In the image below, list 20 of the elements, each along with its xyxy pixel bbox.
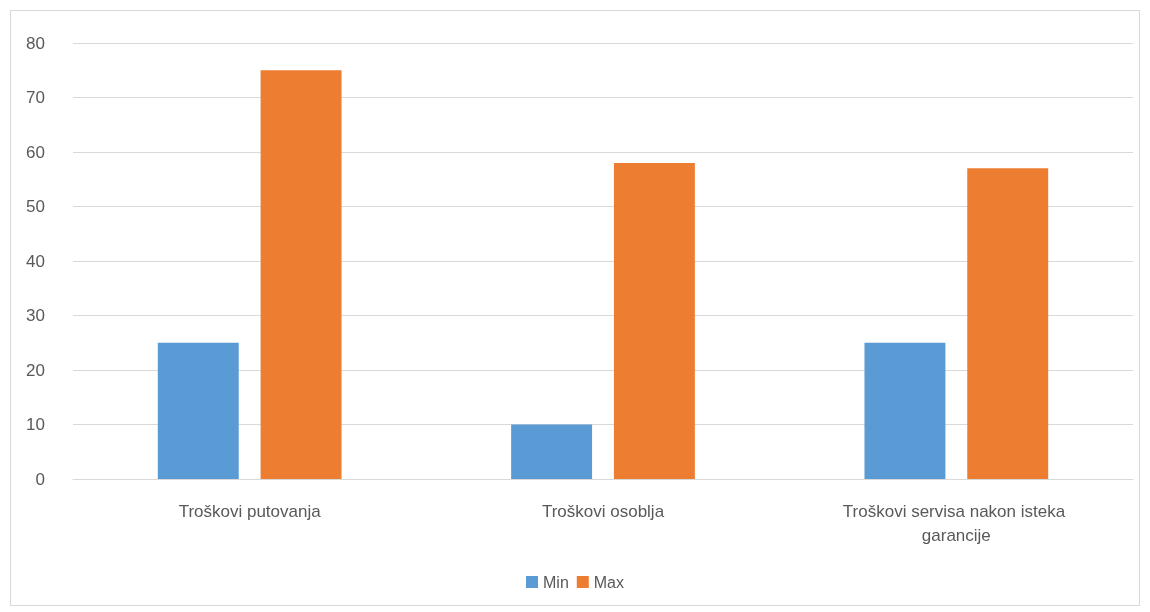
bar xyxy=(157,342,239,479)
y-tick-label: 30 xyxy=(26,306,45,325)
bar xyxy=(613,162,695,479)
y-tick-label: 40 xyxy=(26,251,45,271)
bar xyxy=(864,342,946,479)
bar xyxy=(967,168,1049,479)
y-tick-label: 80 xyxy=(26,33,45,53)
y-tick-label: 60 xyxy=(26,142,45,162)
legend-label: Max xyxy=(593,573,625,591)
bar xyxy=(511,424,593,479)
y-tick-label: 20 xyxy=(26,360,45,380)
x-tick-label: Troškovi servisa nakon isteka garancije xyxy=(842,501,1070,545)
x-tick-label: Troškovi putovanja xyxy=(178,501,322,521)
y-tick-label: 10 xyxy=(26,415,45,434)
bar xyxy=(260,70,342,479)
y-tick-label: 0 xyxy=(35,469,45,489)
legend-label: Min xyxy=(543,573,569,591)
x-tick-label: Troškovi osoblja xyxy=(541,501,665,521)
y-tick-label: 70 xyxy=(26,88,45,107)
y-tick-label: 50 xyxy=(26,197,45,216)
